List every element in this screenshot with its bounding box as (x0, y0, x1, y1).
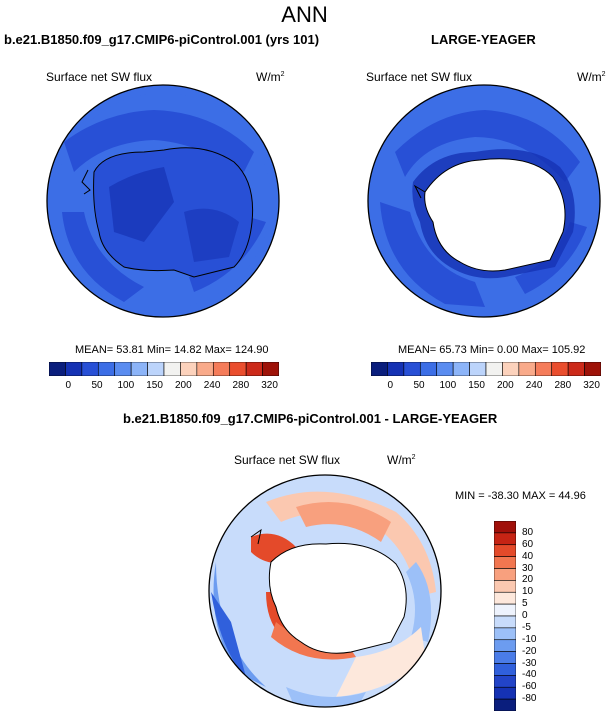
colorbar-swatch (494, 568, 516, 581)
colorbar-tick-label: 100 (439, 380, 457, 391)
panel2-units: W/m2 (577, 70, 606, 84)
colorbar-tick-label: -40 (522, 669, 537, 681)
colorbar-swatch (49, 362, 66, 376)
colorbar-tick-label: 240 (525, 380, 543, 391)
colorbar-swatch (81, 362, 99, 376)
panel3-stats: MIN = -38.30 MAX = 44.96 (455, 490, 586, 502)
colorbar-tick-label: 30 (522, 562, 534, 574)
colorbar-swatch (494, 556, 516, 569)
panel2-colorbar (371, 362, 601, 376)
colorbar-tick-label: 0 (387, 380, 394, 391)
colorbar-tick-label: -5 (522, 621, 531, 633)
colorbar-swatch (371, 362, 388, 376)
colorbar-tick-label: 60 (522, 538, 534, 550)
colorbar-swatch (245, 362, 263, 376)
colorbar-swatch (494, 663, 516, 676)
panel3-variable-label: Surface net SW flux (234, 453, 341, 467)
colorbar-swatch (436, 362, 454, 376)
colorbar-swatch (494, 675, 516, 688)
colorbar-swatch (494, 686, 516, 700)
colorbar-swatch (534, 362, 553, 376)
colorbar-swatch (180, 362, 198, 376)
colorbar-swatch (130, 362, 148, 376)
colorbar-tick-label: -10 (522, 633, 537, 645)
colorbar-tick-label: 80 (522, 526, 534, 538)
colorbar-swatch (163, 362, 181, 376)
colorbar-swatch (452, 362, 470, 376)
panel2-variable-label: Surface net SW flux (366, 70, 473, 84)
colorbar-swatch (494, 544, 516, 557)
panel2-polar-map (367, 84, 601, 318)
panel3-colorbar (494, 521, 516, 711)
colorbar-swatch (212, 362, 231, 376)
colorbar-swatch (114, 362, 132, 376)
colorbar-swatch (551, 362, 569, 376)
colorbar-tick-label: 20 (522, 574, 534, 586)
colorbar-tick-label: -20 (522, 645, 537, 657)
colorbar-swatch (147, 362, 165, 376)
colorbar-tick-label: 240 (203, 380, 221, 391)
colorbar-tick-label: 150 (146, 380, 163, 391)
colorbar-swatch (485, 362, 503, 376)
colorbar-swatch (494, 603, 516, 617)
colorbar-swatch (97, 362, 116, 376)
colorbar-swatch (518, 362, 536, 376)
panel1-units: W/m2 (256, 70, 285, 84)
colorbar-tick-label: 200 (174, 380, 192, 391)
colorbar-swatch (494, 651, 516, 664)
colorbar-swatch (494, 627, 516, 641)
colorbar-swatch (419, 362, 438, 376)
colorbar-swatch (494, 698, 516, 711)
colorbar-tick-label: 320 (583, 380, 600, 391)
colorbar-swatch (403, 362, 421, 376)
panel1-colorbar (49, 362, 279, 376)
colorbar-tick-label: 0 (522, 610, 528, 621)
colorbar-tick-label: 320 (261, 380, 278, 391)
colorbar-swatch (584, 362, 601, 376)
panel2-title: LARGE-YEAGER (431, 32, 536, 47)
colorbar-swatch (567, 362, 585, 376)
colorbar-tick-label: -30 (522, 657, 537, 669)
colorbar-swatch (387, 362, 405, 376)
colorbar-tick-label: 50 (413, 380, 425, 391)
colorbar-swatch (262, 362, 279, 376)
panel3-units: W/m2 (387, 453, 416, 467)
colorbar-swatch (494, 615, 516, 629)
colorbar-swatch (229, 362, 247, 376)
main-title: ANN (281, 2, 328, 27)
colorbar-tick-label: 0 (65, 380, 72, 391)
colorbar-tick-label: 150 (468, 380, 485, 391)
panel1-stats: MEAN= 53.81 Min= 14.82 Max= 124.90 (75, 344, 269, 356)
panel1-polar-map (46, 84, 280, 318)
panel3-title: b.e21.B1850.f09_g17.CMIP6-piControl.001 … (123, 411, 498, 426)
colorbar-tick-label: 200 (496, 380, 514, 391)
colorbar-swatch (494, 639, 516, 652)
colorbar-tick-label: 10 (522, 586, 534, 598)
colorbar-tick-label: 50 (91, 380, 103, 391)
panel2-stats: MEAN= 65.73 Min= 0.00 Max= 105.92 (398, 344, 586, 356)
colorbar-swatch (494, 521, 516, 534)
colorbar-swatch (494, 532, 516, 546)
colorbar-tick-label: 100 (117, 380, 135, 391)
colorbar-tick-label: 5 (522, 598, 528, 610)
colorbar-swatch (469, 362, 487, 376)
colorbar-tick-label: 280 (554, 380, 572, 391)
panel1-variable-label: Surface net SW flux (46, 70, 153, 84)
colorbar-swatch (196, 362, 214, 376)
colorbar-swatch (494, 580, 516, 593)
panel3-polar-map (208, 474, 442, 708)
colorbar-swatch (494, 591, 516, 605)
colorbar-tick-label: -60 (522, 681, 537, 693)
colorbar-swatch (65, 362, 83, 376)
panel1-title: b.e21.B1850.f09_g17.CMIP6-piControl.001 … (4, 32, 320, 47)
colorbar-tick-label: 40 (522, 550, 534, 562)
colorbar-tick-label: 280 (232, 380, 250, 391)
colorbar-swatch (502, 362, 520, 376)
colorbar-tick-label: -80 (522, 693, 537, 705)
